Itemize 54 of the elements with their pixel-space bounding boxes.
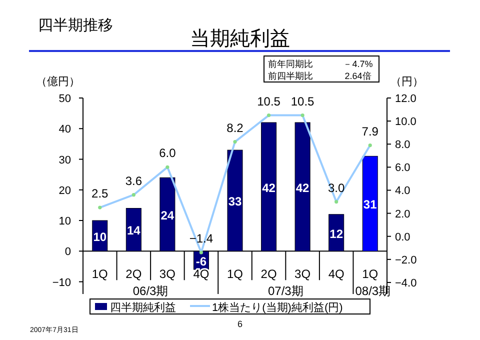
y-tick-label: 0 <box>64 246 71 258</box>
data-label: −1.4 <box>189 231 214 246</box>
chart-subtitle: 四半期推移 <box>38 17 113 34</box>
y2-axis-title: （円） <box>390 76 424 88</box>
data-label: 3.6 <box>125 174 142 188</box>
data-label: 3.0 <box>328 180 345 195</box>
x-tick-label: 4Q <box>328 267 344 282</box>
data-label: 42 <box>296 180 310 195</box>
data-label: 10 <box>93 230 107 244</box>
x-tick-label: 3Q <box>159 267 176 282</box>
data-label: 8.2 <box>226 120 244 135</box>
x-tick-label: 1Q <box>92 267 108 282</box>
annotation: 06/3期 <box>132 284 168 298</box>
annotation: 07/3期 <box>268 284 304 298</box>
data-label: 31 <box>363 198 378 212</box>
data-label: 12 <box>330 226 344 241</box>
data-label: 42 <box>262 180 276 195</box>
y2-tick-label: −2.0 <box>395 254 417 266</box>
data-label: 6.0 <box>159 146 176 160</box>
x-tick-label: 1Q <box>362 267 378 282</box>
data-label: 7.9 <box>362 124 379 138</box>
data-label: -6 <box>196 254 207 268</box>
text: 6 <box>237 319 243 329</box>
y2-tick-label: 6.0 <box>395 162 410 174</box>
y-tick-label: 50 <box>58 93 71 105</box>
y-tick-label: 20 <box>58 184 71 197</box>
y-tick-label: 10 <box>58 216 71 228</box>
y2-tick-label: 0.0 <box>395 231 410 244</box>
y2-tick-label: 2.0 <box>395 208 410 220</box>
y2-tick-label: −4.0 <box>395 277 417 290</box>
x-tick-label: 2Q <box>260 267 277 282</box>
legend-label: 四半期純利益 <box>110 301 176 314</box>
x-tick-label: 2Q <box>126 267 142 282</box>
x-tick-label: 3Q <box>294 267 311 282</box>
y2-tick-label: 8.0 <box>395 139 410 152</box>
y-tick-label: 40 <box>58 124 71 136</box>
data-label: 14 <box>126 224 141 238</box>
y2-tick-label: 10.0 <box>395 116 416 128</box>
data-label: 10.5 <box>290 94 315 108</box>
legend-label: 1株当たり(当期)純利益(円) <box>212 301 343 314</box>
y-tick-label: 30 <box>58 154 71 166</box>
x-tick-label: 4Q <box>193 267 210 282</box>
y2-tick-label: 4.0 <box>395 185 410 198</box>
data-label: 2.5 <box>92 186 109 201</box>
x-tick-label: 1Q <box>226 267 244 282</box>
data-label: 24 <box>160 208 174 222</box>
y-axis-title: （億円） <box>36 75 80 88</box>
text: 前四半期比 2.64倍 <box>268 71 372 81</box>
text: 前年同期比 －4.7% <box>268 59 373 69</box>
data-label: 33 <box>228 194 242 209</box>
data-label: 10.5 <box>257 94 281 108</box>
y-tick-label: −10 <box>52 276 71 289</box>
chart-title: 当期純利益 <box>190 28 290 50</box>
y2-tick-label: 12.0 <box>395 93 416 105</box>
